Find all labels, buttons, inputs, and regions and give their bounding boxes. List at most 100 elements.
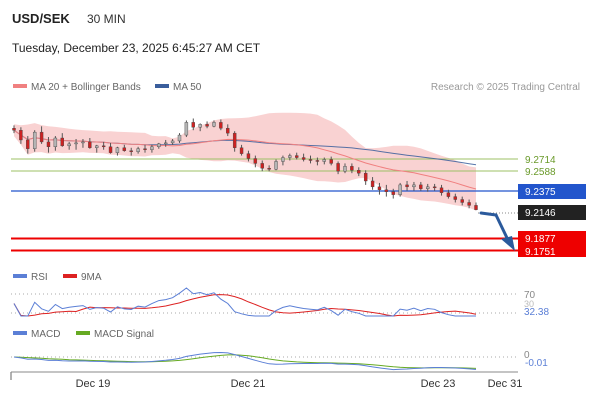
candle	[453, 193, 458, 203]
candle-body	[170, 140, 175, 144]
candle	[426, 183, 430, 192]
candle-body	[19, 129, 23, 141]
candle-body	[88, 141, 92, 148]
resistance-2-label: 9.2714	[525, 155, 556, 166]
candles	[12, 118, 478, 211]
candle-body	[267, 168, 271, 170]
candle-body	[301, 157, 306, 160]
candle-body	[143, 148, 147, 150]
x-tick-dec23: Dec 23	[421, 378, 456, 390]
ma20-legend-label: MA 20 + Bollinger Bands	[31, 82, 141, 93]
ma50-legend-label: MA 50	[173, 82, 202, 93]
candle-body	[81, 141, 85, 144]
symbol-title: USD/SEK	[12, 11, 70, 26]
candle	[53, 136, 58, 151]
candle-body	[95, 145, 99, 148]
candle-body	[329, 159, 333, 164]
candle	[122, 144, 127, 152]
candle-body	[129, 150, 133, 152]
candle	[405, 180, 409, 191]
candle-body	[474, 205, 478, 210]
candle-body	[453, 196, 458, 200]
candle	[274, 159, 278, 171]
candle-body	[412, 184, 416, 188]
rsi-ma-line	[13, 294, 477, 317]
candle	[212, 120, 216, 128]
candle-body	[322, 159, 326, 162]
macd-legend-label: MACD	[31, 329, 60, 340]
candle-body	[336, 163, 340, 172]
candle	[150, 144, 154, 153]
timeframe-label: 30 MIN	[87, 12, 126, 26]
candle	[432, 183, 437, 191]
candle	[412, 181, 416, 191]
candle	[329, 156, 333, 166]
candle	[95, 144, 99, 153]
candle-body	[281, 157, 285, 162]
research-credit: Research © 2025 Trading Central	[431, 82, 580, 93]
macd-signal-legend-swatch	[76, 331, 90, 335]
candle-body	[136, 148, 140, 152]
support-2-tag	[518, 244, 586, 257]
macd-line	[13, 351, 477, 371]
candle	[157, 142, 161, 149]
candle	[474, 202, 478, 211]
candle	[205, 121, 209, 129]
candle-body	[370, 180, 375, 188]
candle	[136, 146, 140, 154]
pivot-tag	[518, 184, 586, 199]
rsi-ma-legend-label: 9MA	[81, 272, 102, 283]
candle	[219, 119, 223, 131]
candle	[315, 157, 320, 166]
candle-body	[26, 139, 30, 149]
candle	[101, 141, 106, 150]
candle	[267, 165, 271, 172]
candle-body	[232, 132, 237, 148]
candle-body	[426, 186, 430, 189]
resistance-1-label: 9.2588	[525, 167, 556, 178]
candle	[446, 189, 451, 199]
candle	[129, 147, 133, 156]
rsi-current-label: 32.38	[524, 307, 549, 318]
candle	[246, 150, 251, 162]
candle-body	[60, 137, 64, 147]
candle-body	[239, 147, 244, 154]
candle	[12, 125, 16, 134]
macd-current-label: -0.01	[525, 358, 548, 369]
candle	[322, 157, 326, 165]
candle	[288, 153, 292, 161]
macd-signal-line	[13, 354, 477, 369]
x-tick-dec31: Dec 31	[488, 378, 523, 390]
rsi-panel: RSI 9MA 70 30 32.38	[11, 272, 549, 318]
rsi-line	[13, 287, 476, 317]
candle	[60, 133, 64, 147]
current-price-tag	[518, 205, 586, 220]
candle-body	[74, 142, 78, 145]
candle-body	[46, 141, 51, 148]
candle	[26, 136, 30, 154]
rsi-70-label: 70	[524, 290, 536, 301]
candle-body	[108, 146, 113, 153]
candle	[357, 167, 361, 177]
candle-body	[150, 146, 154, 150]
macd-legend-swatch	[13, 331, 27, 335]
candle-body	[157, 143, 161, 148]
candle	[191, 118, 195, 131]
support-2-label: 9.1751	[525, 247, 556, 258]
candle-body	[32, 131, 37, 149]
candle-body	[377, 186, 382, 190]
candle	[74, 138, 78, 150]
macd-panel: MACD MACD Signal 0 -0.01	[11, 329, 548, 371]
candle-body	[115, 147, 120, 153]
candle-body	[460, 199, 464, 203]
rsi-legend-swatch	[13, 274, 27, 278]
candle	[377, 182, 382, 195]
bollinger-band	[14, 112, 476, 211]
candle	[343, 163, 347, 174]
candle-body	[398, 184, 402, 195]
candle-body	[67, 143, 71, 147]
candle-body	[53, 137, 58, 148]
candle-body	[164, 142, 168, 145]
candle	[350, 163, 354, 174]
candle	[115, 146, 120, 156]
